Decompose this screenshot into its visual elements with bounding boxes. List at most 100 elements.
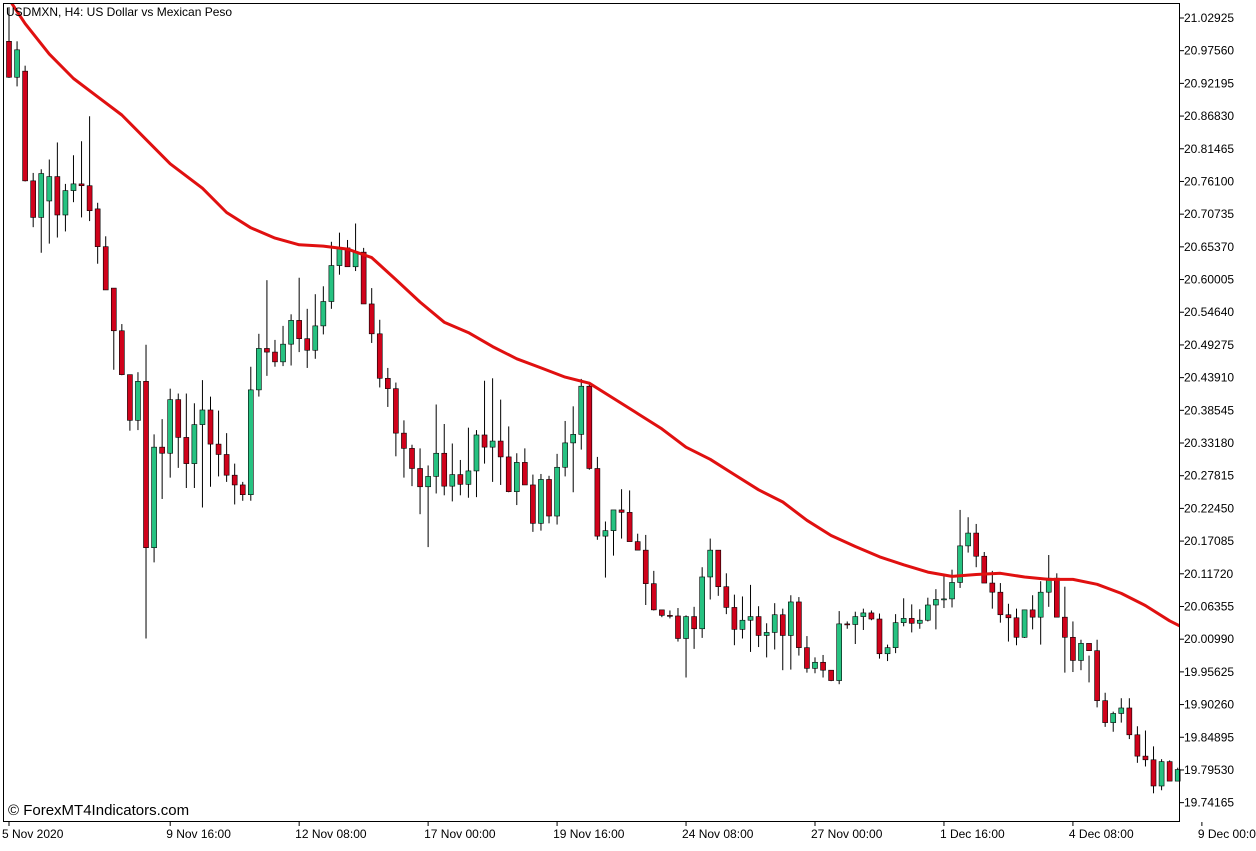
candle-body [385, 377, 391, 389]
candle [570, 406, 577, 493]
x-tick-label: 9 Nov 16:00 [166, 827, 231, 841]
candle [860, 608, 867, 630]
candle [223, 433, 230, 482]
candle-body [1078, 643, 1084, 661]
candle [747, 584, 754, 652]
candle-body [70, 183, 77, 191]
candle [473, 430, 480, 498]
candle-body [401, 432, 407, 449]
candle [1158, 759, 1165, 791]
candle-body [538, 479, 544, 524]
candle-body [481, 434, 488, 448]
candle-body [38, 173, 45, 218]
candle-body [215, 443, 222, 455]
candle-body [22, 70, 28, 182]
candle-body [965, 532, 971, 547]
candle [586, 381, 593, 470]
candle-body [763, 632, 770, 636]
candle [14, 41, 20, 87]
candle-body [151, 446, 157, 549]
candle [562, 420, 568, 477]
candle-body [659, 609, 665, 616]
candle-body [328, 265, 335, 302]
y-tick-label: 20.97560 [1184, 44, 1234, 58]
candle-body [941, 598, 947, 601]
candle-body [393, 388, 399, 434]
candle [272, 339, 278, 367]
candle [707, 538, 714, 600]
candle [119, 324, 125, 376]
candle [86, 116, 93, 222]
candle-body [199, 409, 206, 425]
candle-body [892, 622, 899, 648]
x-tick-label: 19 Nov 16:00 [553, 827, 625, 841]
candle [481, 380, 488, 464]
candle [207, 396, 214, 487]
candle-body [755, 616, 762, 636]
candle [522, 448, 528, 486]
candle [417, 448, 423, 515]
watermark-text: © ForexMT4Indicators.com [8, 802, 189, 819]
candle-body [272, 351, 278, 363]
y-tick-label: 20.54640 [1184, 305, 1234, 319]
candle [634, 533, 641, 551]
candle [1102, 692, 1108, 727]
candle [231, 463, 238, 505]
candle [626, 490, 633, 542]
candle-body [957, 545, 963, 583]
candle-body [296, 320, 302, 339]
candle [94, 202, 101, 264]
candle [401, 420, 407, 478]
candle-body [997, 591, 1004, 616]
candle-body [586, 385, 593, 469]
candle [433, 404, 439, 494]
candle-body [30, 180, 36, 218]
candle-body [1126, 707, 1133, 736]
candle-body [642, 549, 649, 584]
candle [1134, 726, 1141, 763]
candle [175, 393, 182, 468]
candle-body [860, 612, 867, 617]
candle-body [1134, 734, 1141, 757]
candle [997, 583, 1004, 623]
candle-body [715, 549, 722, 588]
candle-body [530, 484, 536, 524]
candle [699, 567, 705, 638]
candle-body [376, 333, 383, 379]
candle [715, 549, 722, 596]
candle [965, 517, 971, 553]
candle [908, 604, 915, 633]
x-tick-label: 24 Nov 08:00 [682, 827, 754, 841]
candle-body [884, 647, 891, 655]
candle-body [143, 381, 149, 549]
candle-body [900, 618, 907, 623]
candle-body [1070, 636, 1076, 661]
candle-body [1118, 707, 1125, 714]
candle-body [667, 615, 673, 617]
candle-body [594, 468, 601, 537]
candle-body [191, 424, 198, 464]
y-tick-label: 20.33180 [1184, 436, 1234, 450]
candle-body [1094, 650, 1100, 701]
candle [143, 344, 149, 639]
candle-body [94, 208, 101, 247]
candle-body [368, 303, 375, 335]
candle-body [360, 251, 367, 305]
candle [78, 141, 85, 218]
candle [38, 169, 45, 253]
candle-body [449, 474, 456, 487]
candle-body [522, 462, 528, 486]
candle-body [175, 399, 182, 438]
price-axis: 21.02925 20.97560 20.92195 20.86830 20.81465… [1180, 11, 1234, 810]
candle [1070, 621, 1076, 673]
candle [385, 367, 391, 407]
x-tick-label: 4 Dec 08:00 [1069, 827, 1134, 841]
candle-body [465, 470, 472, 485]
candle [304, 308, 311, 368]
candle [779, 608, 786, 671]
candle [102, 236, 109, 291]
candle [62, 183, 69, 232]
candle [449, 443, 456, 502]
